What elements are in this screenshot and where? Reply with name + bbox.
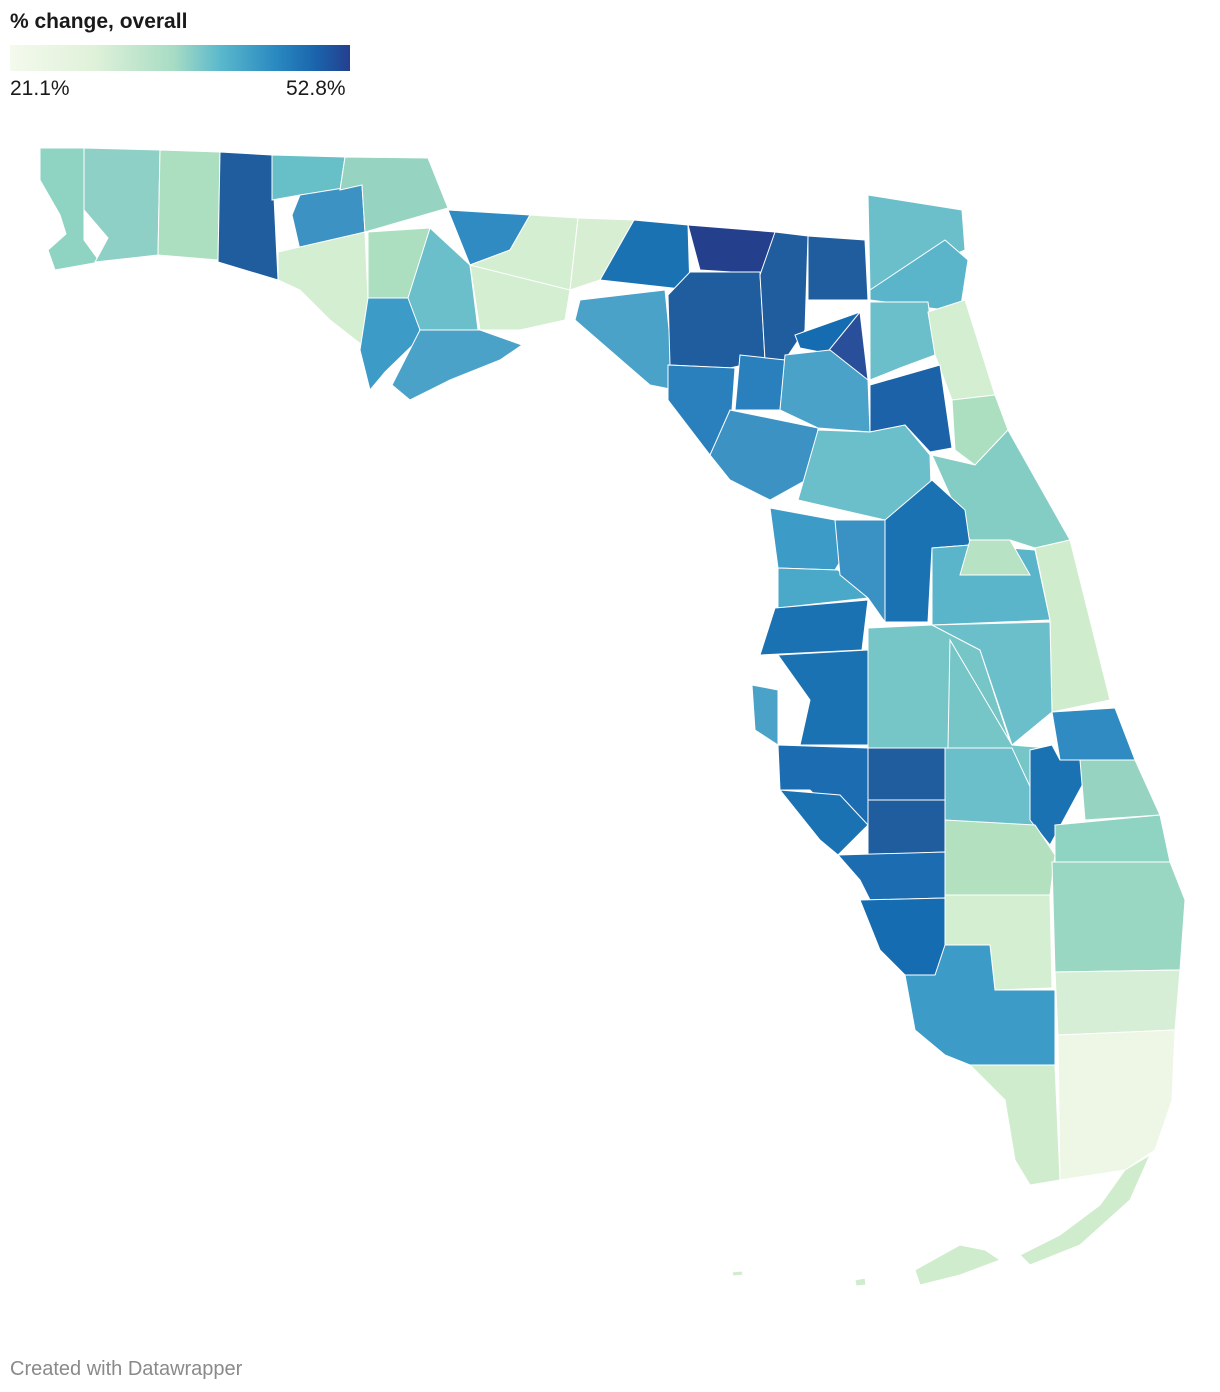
county-bay[interactable]	[277, 231, 369, 346]
county-pasco[interactable]	[759, 599, 869, 656]
county-monroe-keys-west[interactable]	[914, 1244, 1002, 1286]
county-key-west-islet[interactable]	[854, 1277, 867, 1287]
county-broward[interactable]	[1054, 969, 1181, 1036]
county-miami-dade[interactable]	[1057, 1029, 1176, 1181]
county-walton[interactable]	[217, 151, 279, 281]
county-dixie[interactable]	[709, 409, 819, 501]
county-orange[interactable]	[930, 621, 1053, 746]
county-brevard[interactable]	[1034, 539, 1111, 713]
county-gilchrist[interactable]	[734, 354, 786, 411]
county-monroe-keys[interactable]	[1019, 1153, 1152, 1266]
county-hillsborough[interactable]	[777, 649, 869, 746]
county-duval[interactable]	[869, 239, 969, 313]
county-baker[interactable]	[807, 235, 869, 301]
county-indian-river[interactable]	[1051, 707, 1136, 761]
county-glades[interactable]	[944, 819, 1056, 896]
county-sumter[interactable]	[834, 519, 886, 624]
county-taylor[interactable]	[574, 289, 676, 391]
legend-min-label: 21.1%	[10, 77, 70, 100]
county-monroe-mainland[interactable]	[968, 1064, 1061, 1186]
county-palm-beach[interactable]	[1051, 861, 1186, 973]
county-sarasota[interactable]	[778, 789, 869, 856]
county-franklin[interactable]	[391, 329, 524, 401]
county-okaloosa[interactable]	[157, 149, 221, 261]
legend-title: % change, overall	[10, 10, 188, 33]
legend-max-label: 52.8%	[286, 77, 346, 100]
county-st-lucie[interactable]	[1079, 759, 1161, 821]
county-dry-tortugas-islet[interactable]	[731, 1270, 744, 1277]
county-clay[interactable]	[869, 301, 936, 381]
datawrapper-credit: Created with Datawrapper	[10, 1358, 243, 1380]
county-pinellas[interactable]	[751, 684, 779, 746]
county-lee[interactable]	[859, 897, 946, 976]
county-charlotte[interactable]	[836, 851, 946, 901]
legend-color-scale	[10, 45, 350, 71]
county-santa-rosa[interactable]	[83, 147, 161, 263]
county-martin[interactable]	[1054, 814, 1171, 863]
county-nassau[interactable]	[867, 194, 966, 291]
county-hardee[interactable]	[867, 747, 946, 801]
county-wakulla[interactable]	[469, 264, 571, 331]
county-collier[interactable]	[904, 944, 1056, 1066]
county-suwannee[interactable]	[667, 271, 766, 369]
county-desoto[interactable]	[867, 799, 946, 856]
county-seminole[interactable]	[959, 539, 1031, 576]
